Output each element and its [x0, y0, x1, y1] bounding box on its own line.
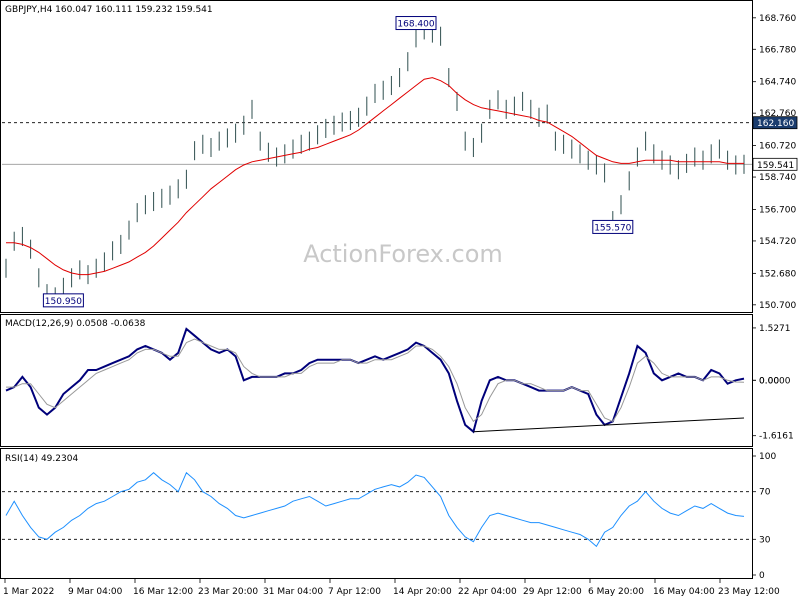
x-tick-label: 7 Apr 12:00: [328, 587, 381, 597]
x-tick-label: 22 Apr 04:00: [458, 587, 517, 597]
x-tick-label: 16 Mar 12:00: [133, 587, 193, 597]
macd-y-tick-label: -1.6161: [759, 432, 794, 442]
price-y-tick-label: 150.700: [759, 301, 796, 311]
x-tick-label: 6 May 20:00: [588, 587, 644, 597]
price-level-tag: [752, 116, 798, 130]
price-level-tag: [752, 157, 798, 171]
macd-series-layer: [5, 327, 745, 434]
rsi-panel-title: RSI(14) 49.2304: [5, 454, 78, 464]
price-y-tick-label: 166.780: [759, 45, 796, 55]
price-series-layer: 168.400 155.570 150.950: [2, 16, 752, 308]
rsi-y-tick-label: 30: [759, 535, 771, 545]
axes-layer: 162.160 159.541 168.760 166.780 164.740 162.7…: [3, 14, 798, 597]
price-annotation-label: 168.400: [397, 20, 434, 30]
x-tick-label: 23 May 12:00: [718, 587, 780, 597]
macd-y-tick-label: 1.5271: [759, 324, 791, 334]
x-tick-label: 31 Mar 04:00: [263, 587, 323, 597]
macd-panel: [0, 314, 753, 447]
x-tick-label: 1 Mar 2022: [3, 587, 54, 597]
price-level-label: 162.160: [757, 119, 794, 129]
macd-trendline: [473, 417, 745, 433]
price-y-tick-label: 152.680: [759, 269, 796, 279]
price-y-tick-label: 160.720: [759, 142, 796, 152]
price-y-tick-label: 164.740: [759, 78, 796, 88]
price-y-tick-label: 158.740: [759, 173, 796, 183]
price-panel-title: GBPJPY,H4 160.047 160.111 159.232 159.54…: [5, 5, 213, 15]
price-annotation-box: [592, 219, 634, 234]
price-annotation-label: 150.950: [45, 297, 82, 307]
rsi-y-tick-label: 100: [759, 452, 776, 462]
price-panel: [0, 0, 753, 313]
x-tick-label: 9 Mar 04:00: [68, 587, 123, 597]
price-annotation-label: 155.570: [594, 223, 631, 233]
x-tick-label: 29 Apr 12:00: [523, 587, 582, 597]
price-series-line-1: [6, 77, 744, 276]
rsi-panel: [0, 448, 753, 579]
price-level-label: 159.541: [757, 161, 794, 171]
price-annotation-box: [42, 293, 84, 308]
macd-y-tick-label: 0.00: [759, 376, 779, 386]
x-tick-label: 14 Apr 20:00: [393, 587, 452, 597]
price-annotation-box: [395, 16, 437, 31]
rsi-y-tick-label: 70: [759, 488, 771, 498]
watermark: ActionForex.com: [303, 240, 503, 268]
rsi-series-layer: [2, 471, 752, 548]
price-y-tick-label: 162.760: [759, 109, 796, 119]
macd-panel-title: MACD(12,26,9) 0.0508 -0.0638: [5, 319, 146, 329]
x-tick-label: 16 May 04:00: [653, 587, 715, 597]
macd-y-tick-label: 0.0000: [759, 376, 791, 386]
rsi-series-line-0: [5, 471, 745, 548]
price-y-tick-label: 168.760: [759, 14, 796, 24]
macd-series-line-0: [5, 327, 745, 434]
price-y-tick-label: 156.700: [759, 205, 796, 215]
price-y-tick-label: 154.720: [759, 237, 796, 247]
macd-series-line-1: [6, 338, 745, 423]
rsi-y-tick-label: 0: [759, 571, 765, 581]
x-tick-label: 23 Mar 20:00: [198, 587, 258, 597]
